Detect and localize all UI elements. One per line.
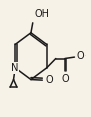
Text: OH: OH <box>35 9 50 19</box>
Text: O: O <box>77 51 85 61</box>
Text: O: O <box>61 74 69 84</box>
Text: O: O <box>45 75 53 85</box>
Text: N: N <box>11 63 18 73</box>
